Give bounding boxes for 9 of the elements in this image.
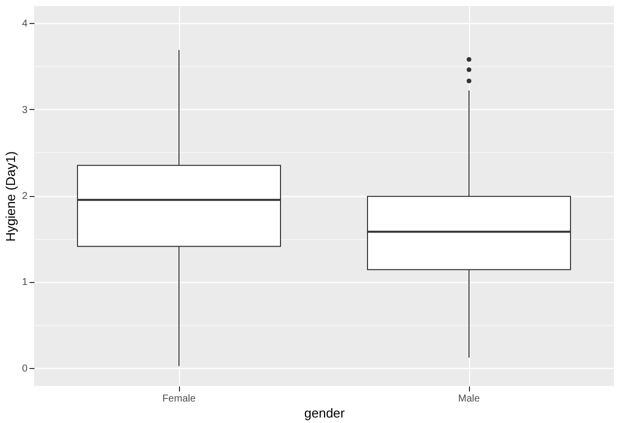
y-tick-label: 3: [22, 104, 28, 116]
x-tick-label: Female: [162, 394, 196, 404]
y-tick-label: 2: [22, 191, 28, 202]
y-tick-label: 1: [22, 277, 28, 288]
y-tick-label: 4: [22, 18, 28, 30]
x-tick-label: Male: [458, 394, 480, 404]
y-axis-title: Hygiene (Day1): [2, 151, 18, 242]
x-axis-title: gender: [304, 406, 346, 420]
y-tick-label: 0: [22, 363, 28, 374]
